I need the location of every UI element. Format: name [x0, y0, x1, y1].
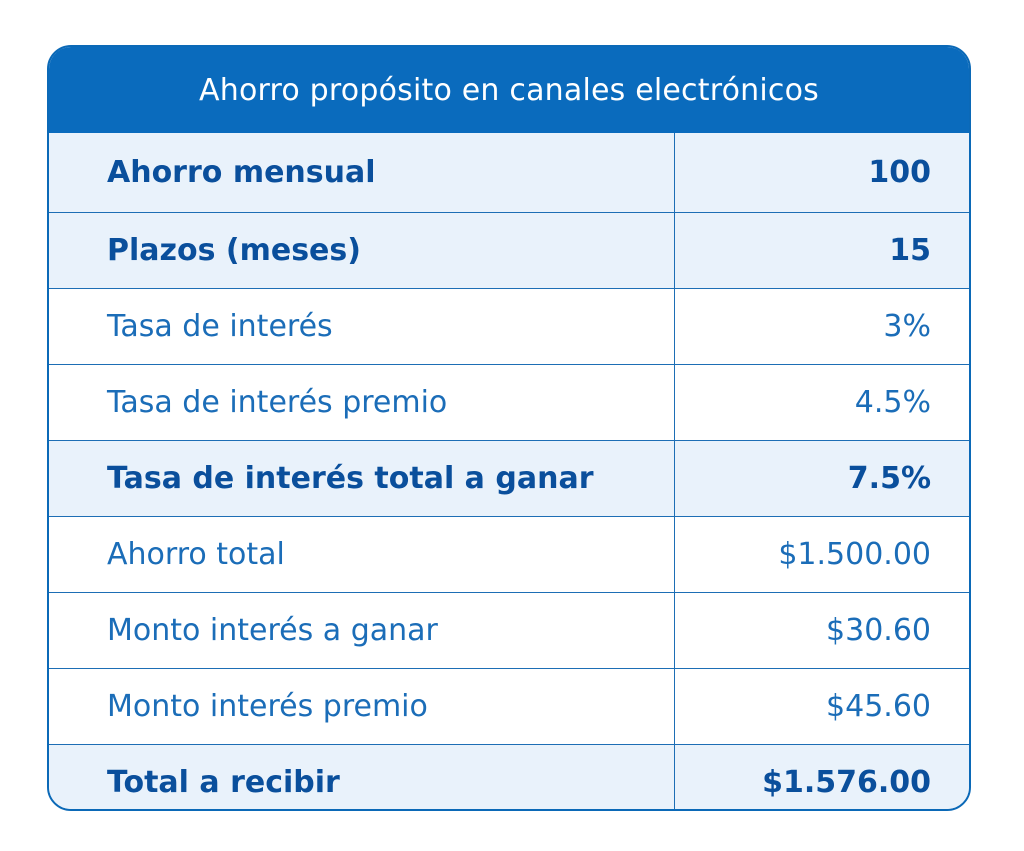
- row-value: 4.5%: [854, 385, 931, 420]
- row-value: $1.500.00: [778, 537, 931, 572]
- row-value: 15: [889, 233, 931, 268]
- row-label: Ahorro mensual: [49, 133, 675, 212]
- table-row-total-recibir: Total a recibir $1.576.00: [49, 744, 969, 809]
- table-header: Ahorro propósito en canales electrónicos: [49, 47, 969, 133]
- row-value: $30.60: [826, 613, 931, 648]
- savings-table: Ahorro propósito en canales electrónicos…: [47, 45, 971, 811]
- row-label: Tasa de interés: [49, 289, 675, 364]
- row-value: 3%: [883, 309, 931, 344]
- table-row-ahorro-total: Ahorro total $1.500.00: [49, 516, 969, 592]
- table-row-monto-premio: Monto interés premio $45.60: [49, 668, 969, 744]
- table-body: Ahorro mensual 100 Plazos (meses) 15 Tas…: [49, 133, 969, 809]
- row-label: Plazos (meses): [49, 213, 675, 288]
- row-label: Total a recibir: [49, 745, 675, 809]
- row-value: $1.576.00: [762, 765, 931, 800]
- table-row-monto-interes: Monto interés a ganar $30.60: [49, 592, 969, 668]
- row-label: Tasa de interés total a ganar: [49, 441, 675, 516]
- table-title: Ahorro propósito en canales electrónicos: [199, 72, 819, 108]
- row-label: Monto interés a ganar: [49, 593, 675, 668]
- row-label: Ahorro total: [49, 517, 675, 592]
- row-value: 100: [868, 155, 931, 190]
- row-label: Monto interés premio: [49, 669, 675, 744]
- row-label: Tasa de interés premio: [49, 365, 675, 440]
- row-value: 7.5%: [847, 461, 931, 496]
- table-row-tasa-total: Tasa de interés total a ganar 7.5%: [49, 440, 969, 516]
- table-row-tasa-premio: Tasa de interés premio 4.5%: [49, 364, 969, 440]
- table-row-ahorro-mensual: Ahorro mensual 100: [49, 133, 969, 212]
- table-row-plazos: Plazos (meses) 15: [49, 212, 969, 288]
- row-value: $45.60: [826, 689, 931, 724]
- table-row-tasa-interes: Tasa de interés 3%: [49, 288, 969, 364]
